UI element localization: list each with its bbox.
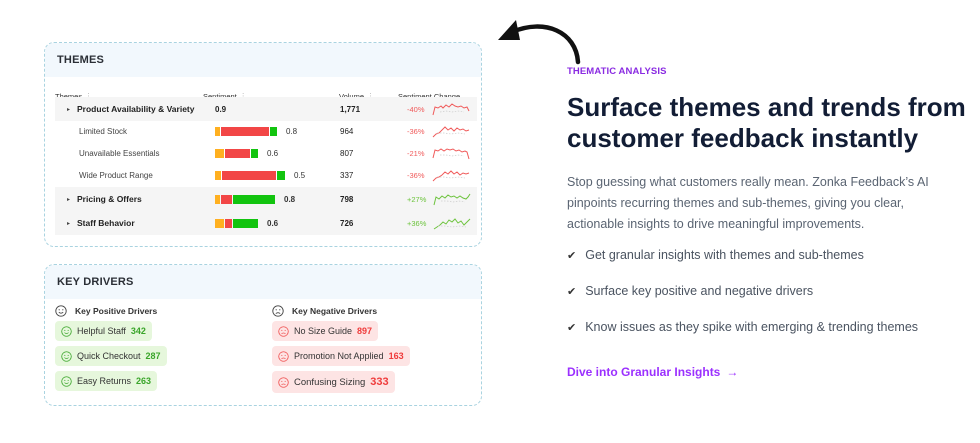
driver-label: Helpful Staff	[77, 326, 126, 336]
sparkline-chart	[432, 170, 469, 182]
theme-name: Wide Product Range	[79, 170, 153, 180]
sparkline-chart	[432, 126, 469, 138]
sentiment-bar	[215, 170, 286, 180]
sentiment-score: 0.6	[267, 218, 279, 228]
column-header-themes[interactable]: Themes ⋮	[55, 89, 92, 103]
column-header-sentiment-change: Sentiment Change	[398, 91, 461, 101]
positive-driver-pill[interactable]: Helpful Staff 342	[55, 321, 152, 341]
volume-value: 726	[340, 218, 354, 228]
sentiment-score: 0.8	[286, 126, 298, 136]
sort-icon: ⋮	[240, 92, 247, 100]
sentiment-score: 0.8	[284, 194, 296, 204]
driver-label: Easy Returns	[77, 376, 132, 386]
key-drivers-card: KEY DRIVERS Key Positive Drivers Key Neg…	[44, 264, 482, 406]
section-eyebrow: THEMATIC ANALYSIS	[567, 66, 667, 77]
column-header-volume[interactable]: Volume ⋮	[339, 89, 374, 103]
theme-name: Unavailable Essentials	[79, 148, 160, 158]
sentiment-change-value: -36%	[407, 126, 425, 136]
smile-face-icon	[61, 350, 72, 362]
volume-value: 807	[340, 148, 354, 158]
table-row[interactable]: ▸ Product Availability & Variety 0.9 1,7…	[55, 97, 477, 121]
table-row[interactable]: ▸ Pricing & Offers 0.8 798 +27%	[55, 187, 477, 211]
driver-count: 333	[370, 376, 389, 388]
table-row[interactable]: ▸ Staff Behavior 0.6 726 +36%	[55, 211, 477, 235]
themes-card: THEMES Themes ⋮ Sentiment ⋮ Volume ⋮ Sen…	[44, 42, 482, 247]
sort-icon: ⋮	[85, 92, 92, 100]
theme-name: Limited Stock	[79, 126, 128, 136]
expand-caret-icon[interactable]: ▸	[67, 106, 71, 113]
key-drivers-card-title: KEY DRIVERS	[45, 265, 481, 299]
arrow-right-icon: →	[726, 365, 739, 379]
feature-bullet: ✔ Know issues as they spike with emergin…	[567, 320, 919, 334]
positive-drivers-heading: Key Positive Drivers	[55, 305, 157, 317]
volume-value: 1,771	[340, 104, 361, 114]
smile-face-icon	[55, 305, 67, 317]
theme-name: Staff Behavior	[77, 218, 135, 228]
sort-icon: ⋮	[367, 92, 374, 100]
positive-driver-pill[interactable]: Quick Checkout 287	[55, 346, 167, 366]
negative-driver-pill[interactable]: No Size Guide 897	[272, 321, 379, 341]
volume-value: 337	[340, 170, 354, 180]
sentiment-bar	[215, 194, 276, 204]
check-icon: ✔	[567, 321, 577, 334]
page-headline: Surface themes and trends from customer …	[567, 92, 966, 153]
driver-label: Promotion Not Applied	[294, 351, 384, 361]
sentiment-change-value: -36%	[407, 170, 425, 180]
sad-face-icon	[278, 376, 289, 388]
table-row[interactable]: Unavailable Essentials 0.6 807 -21%	[55, 141, 477, 165]
expand-caret-icon[interactable]: ▸	[67, 196, 71, 203]
sentiment-score: 0.6	[267, 148, 279, 158]
volume-value: 798	[340, 194, 354, 204]
section-description: Stop guessing what customers really mean…	[567, 175, 929, 231]
driver-count: 342	[130, 326, 146, 336]
sparkline-chart	[432, 103, 469, 116]
volume-value: 964	[340, 126, 354, 136]
sparkline-chart	[432, 148, 469, 160]
check-icon: ✔	[567, 285, 577, 298]
dive-into-insights-link[interactable]: Dive into Granular Insights →	[567, 365, 739, 379]
sentiment-change-value: +36%	[407, 218, 427, 228]
sentiment-bar	[215, 218, 259, 228]
themes-card-title: THEMES	[45, 43, 481, 77]
feature-bullet: ✔ Surface key positive and negative driv…	[567, 284, 814, 298]
driver-label: Confusing Sizing	[294, 376, 366, 388]
driver-label: No Size Guide	[294, 326, 353, 336]
table-row[interactable]: Limited Stock 0.8 964 -36%	[55, 119, 477, 143]
sparkline-chart	[434, 218, 471, 230]
negative-driver-pill[interactable]: Promotion Not Applied 163	[272, 346, 410, 366]
curved-arrow-icon	[498, 20, 581, 65]
sentiment-change-value: -21%	[407, 148, 425, 158]
sentiment-score: 0.9	[215, 104, 227, 114]
check-icon: ✔	[567, 249, 577, 262]
theme-name: Product Availability & Variety	[77, 104, 195, 114]
negative-driver-pill[interactable]: Confusing Sizing 333	[272, 371, 395, 393]
smile-face-icon	[61, 375, 72, 387]
feature-bullet: ✔ Get granular insights with themes and …	[567, 248, 864, 262]
column-header-sentiment[interactable]: Sentiment ⋮	[203, 89, 247, 103]
theme-name: Pricing & Offers	[77, 194, 142, 204]
sentiment-bar	[215, 148, 259, 158]
sad-face-icon	[272, 305, 284, 317]
table-row[interactable]: Wide Product Range 0.5 337 -36%	[55, 163, 477, 187]
sad-face-icon	[278, 350, 289, 362]
driver-label: Quick Checkout	[77, 351, 141, 361]
sentiment-bar	[215, 126, 278, 136]
sparkline-chart	[433, 193, 471, 206]
sentiment-score: 0.5	[294, 170, 306, 180]
negative-drivers-heading: Key Negative Drivers	[272, 305, 377, 317]
driver-count: 263	[136, 376, 152, 386]
sentiment-change-value: -40%	[407, 104, 425, 114]
driver-count: 287	[145, 351, 161, 361]
driver-count: 897	[357, 326, 373, 336]
positive-driver-pill[interactable]: Easy Returns 263	[55, 371, 158, 391]
expand-caret-icon[interactable]: ▸	[67, 220, 71, 227]
sentiment-change-value: +27%	[407, 194, 427, 204]
driver-count: 163	[388, 351, 404, 361]
smile-face-icon	[61, 325, 72, 337]
sad-face-icon	[278, 325, 289, 337]
